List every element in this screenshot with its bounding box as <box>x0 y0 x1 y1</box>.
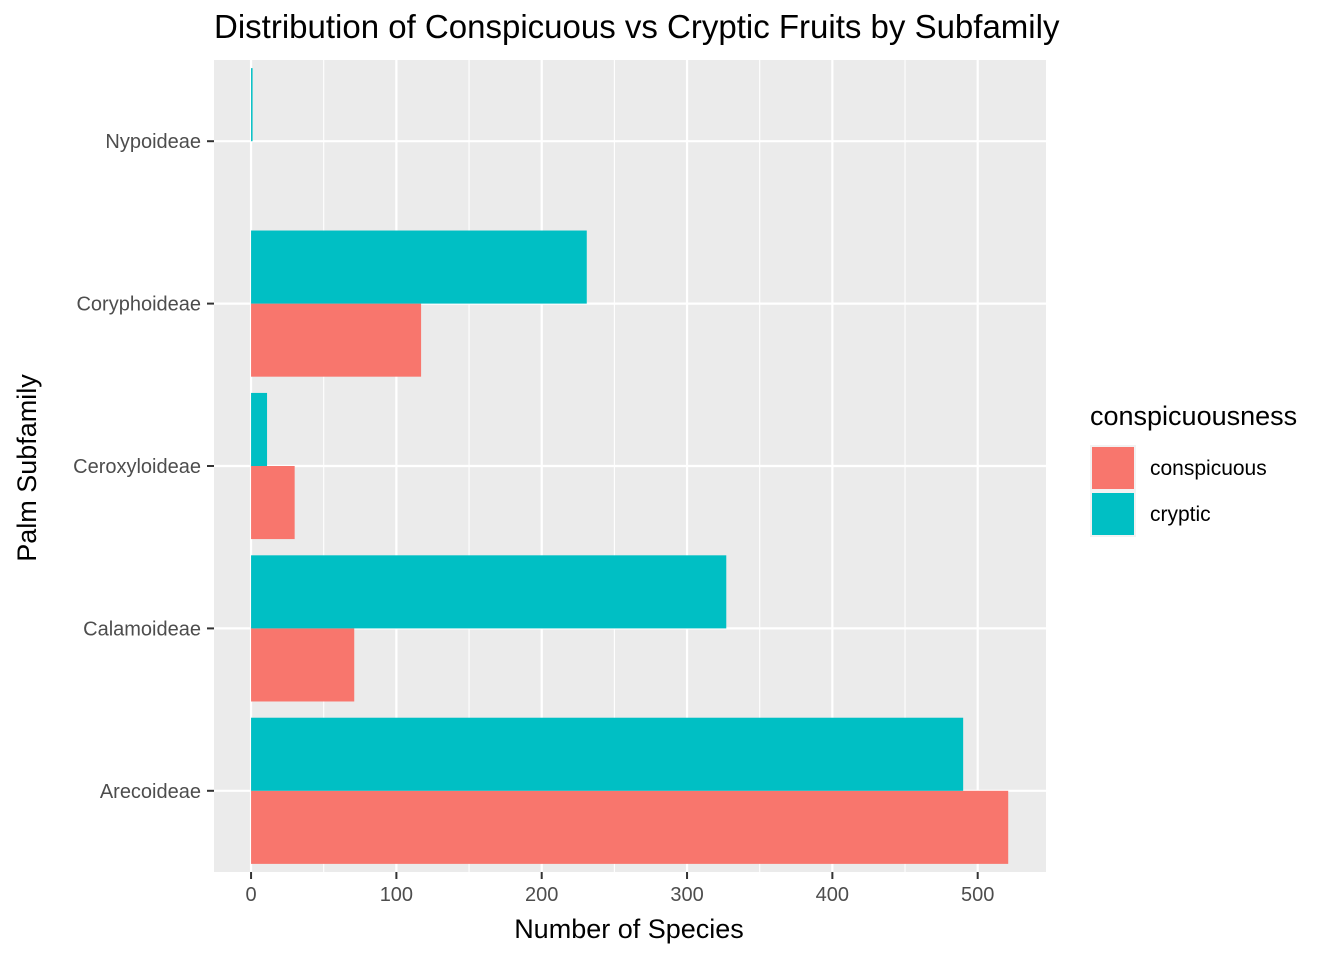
legend-key-cryptic <box>1092 493 1134 535</box>
legend-title: conspicuousness <box>1090 401 1297 431</box>
x-tick-label: 500 <box>961 884 994 906</box>
bar-conspicuous-coryphoideae <box>251 303 422 377</box>
y-tick-label: Calamoideae <box>83 618 201 640</box>
legend-label-conspicuous: conspicuous <box>1150 457 1267 480</box>
bar-cryptic-ceroxyloideae <box>251 392 268 466</box>
bar-cryptic-nypoideae <box>251 68 253 142</box>
chart-title: Distribution of Conspicuous vs Cryptic F… <box>214 8 1060 45</box>
legend-key-conspicuous <box>1092 447 1134 489</box>
legend: conspicuousness conspicuous cryptic <box>1090 401 1297 537</box>
bar-cryptic-coryphoideae <box>251 230 587 304</box>
y-tick-label: Arecoideae <box>100 781 201 803</box>
x-axis-title: Number of Species <box>514 914 744 944</box>
x-tick-label: 100 <box>380 884 413 906</box>
y-axis-title: Palm Subfamily <box>12 374 42 562</box>
y-tick-label: Ceroxyloideae <box>73 456 201 478</box>
bar-cryptic-calamoideae <box>251 555 727 629</box>
y-tick-label: Coryphoideae <box>76 294 201 316</box>
plot-area <box>214 60 1046 872</box>
bar-cryptic-arecoideae <box>251 717 964 791</box>
x-tick-label: 300 <box>670 884 703 906</box>
x-tick-label: 0 <box>245 884 256 906</box>
x-tick-label: 400 <box>816 884 849 906</box>
legend-label-cryptic: cryptic <box>1150 503 1211 526</box>
bar-conspicuous-calamoideae <box>251 628 355 702</box>
bar-conspicuous-ceroxyloideae <box>251 466 295 540</box>
x-tick-label: 200 <box>525 884 558 906</box>
bar-conspicuous-arecoideae <box>251 790 1009 864</box>
y-tick-label: Nypoideae <box>105 131 201 153</box>
axes: 0 100 200 300 400 500 Arecoideae Calamoideae Cer… <box>73 131 994 906</box>
